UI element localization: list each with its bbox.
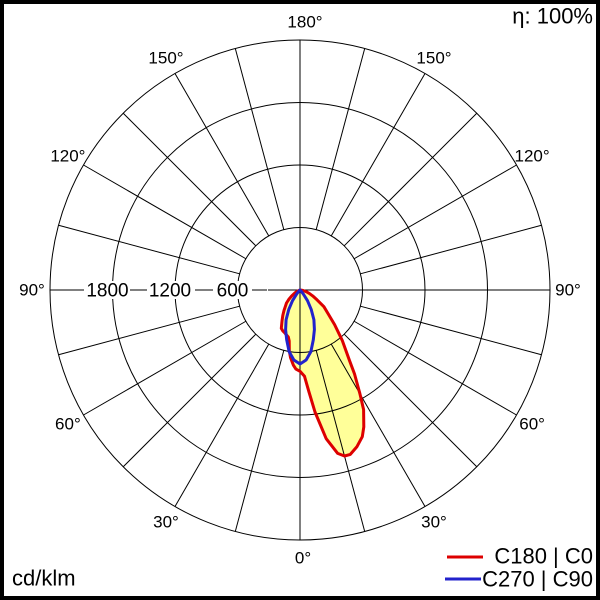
grid-spoke-135	[343, 112, 478, 247]
grid-spoke-195	[234, 48, 285, 230]
grid-spoke-255	[58, 224, 240, 275]
intensity-curves	[279, 288, 366, 458]
grid-spoke-60	[353, 320, 517, 416]
radial-scale-label-600: 600	[217, 281, 249, 302]
legend-label-c270-c90: C270 | C90	[482, 567, 593, 592]
angle-label-120: 120°	[515, 147, 550, 166]
grid-spoke-75	[360, 305, 542, 356]
grid-spoke-120	[353, 164, 517, 260]
angle-label-90: 90°	[555, 281, 581, 300]
angle-label-150: 150°	[416, 48, 451, 67]
angle-label-30: 30°	[421, 513, 447, 532]
grid-spoke-240	[83, 164, 247, 260]
radial-scale-label-1800: 1800	[86, 281, 128, 302]
grid-spoke-30	[330, 343, 426, 507]
unit-label: cd/klm	[12, 566, 76, 591]
grid-spoke-165	[315, 48, 366, 230]
angle-label--30: 30°	[153, 513, 179, 532]
grid-spoke-105	[360, 224, 542, 275]
legend-label-c180-c0: C180 | C0	[494, 544, 593, 569]
angle-label-60: 60°	[519, 415, 545, 434]
grid-spoke-150	[330, 73, 426, 237]
legend: C180 | C0 C270 | C90	[445, 544, 593, 592]
angle-label-180: 180°	[287, 13, 322, 32]
angle-label--60: 60°	[55, 415, 81, 434]
grid-spoke-285	[58, 305, 240, 356]
grid-spoke-225	[122, 112, 257, 247]
curve-c180c0	[279, 288, 366, 458]
grid-spoke-45	[343, 333, 478, 468]
grid-spoke-330	[174, 343, 270, 507]
angle-label--90: 90°	[19, 281, 45, 300]
grid-spoke-210	[174, 73, 270, 237]
polar-grid: 1800 1200 600	[49, 39, 551, 541]
angle-label-0: 0°	[295, 549, 311, 568]
grid-spoke-300	[83, 320, 247, 416]
radial-scale-label-1200: 1200	[149, 281, 191, 302]
grid-spoke-15	[315, 350, 366, 532]
grid-spoke-315	[122, 333, 257, 468]
angle-label--120: 120°	[50, 147, 85, 166]
angle-labels: 180° 150° 150° 120° 120° 90° 90° 60° 60° 30° 30° 0°	[19, 13, 581, 568]
grid-spoke-345	[234, 350, 285, 532]
curve-c270c90	[284, 288, 316, 366]
radial-label-backing	[84, 281, 268, 299]
angle-label--150: 150°	[148, 48, 183, 67]
efficiency-label: η: 100%	[512, 4, 593, 29]
